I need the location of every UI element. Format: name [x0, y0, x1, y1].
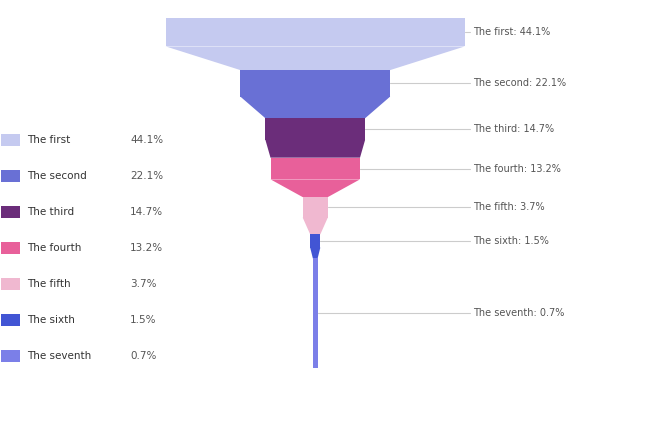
Text: The sixth: 1.5%: The sixth: 1.5% — [473, 236, 549, 246]
FancyBboxPatch shape — [1, 278, 20, 290]
Text: 44.1%: 44.1% — [130, 135, 163, 145]
Text: The fourth: The fourth — [27, 243, 82, 253]
FancyBboxPatch shape — [1, 350, 20, 362]
FancyBboxPatch shape — [1, 170, 20, 182]
Text: The sixth: The sixth — [27, 315, 75, 325]
FancyBboxPatch shape — [1, 134, 20, 146]
Text: 22.1%: 22.1% — [130, 171, 163, 181]
Text: The first: The first — [27, 135, 71, 145]
Text: The fourth: 13.2%: The fourth: 13.2% — [473, 163, 561, 173]
Polygon shape — [270, 180, 360, 197]
Polygon shape — [265, 140, 365, 158]
Text: 1.5%: 1.5% — [130, 315, 157, 325]
Text: 13.2%: 13.2% — [130, 243, 163, 253]
Text: The seventh: The seventh — [27, 351, 92, 360]
Polygon shape — [303, 218, 328, 234]
Text: 14.7%: 14.7% — [130, 207, 163, 217]
FancyBboxPatch shape — [1, 314, 20, 326]
Polygon shape — [310, 234, 320, 247]
Polygon shape — [265, 118, 365, 140]
Text: 0.7%: 0.7% — [130, 351, 157, 360]
Polygon shape — [166, 18, 465, 46]
Text: The seventh: 0.7%: The seventh: 0.7% — [473, 308, 565, 318]
Polygon shape — [313, 258, 318, 368]
Text: The third: The third — [27, 207, 75, 217]
Text: The second: The second — [27, 171, 87, 181]
Text: The fifth: 3.7%: The fifth: 3.7% — [473, 202, 545, 212]
Polygon shape — [303, 197, 328, 218]
FancyBboxPatch shape — [1, 206, 20, 218]
Polygon shape — [240, 70, 390, 96]
Text: The third: 14.7%: The third: 14.7% — [473, 124, 554, 134]
Polygon shape — [270, 158, 360, 180]
Polygon shape — [166, 46, 465, 70]
Text: 3.7%: 3.7% — [130, 279, 157, 289]
FancyBboxPatch shape — [1, 242, 20, 254]
Text: The second: 22.1%: The second: 22.1% — [473, 78, 566, 88]
Text: The first: 44.1%: The first: 44.1% — [473, 27, 551, 37]
Text: The fifth: The fifth — [27, 279, 71, 289]
Polygon shape — [240, 96, 390, 118]
Polygon shape — [310, 247, 320, 258]
